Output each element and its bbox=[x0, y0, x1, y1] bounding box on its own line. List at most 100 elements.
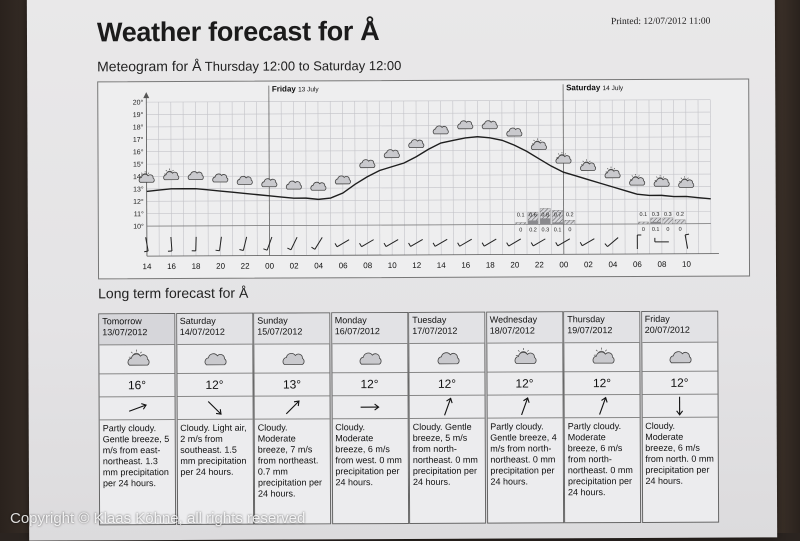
cloud-icon bbox=[433, 126, 448, 134]
cloud-icon bbox=[213, 174, 228, 182]
cloud-icon bbox=[580, 162, 595, 170]
wind-arrow bbox=[263, 236, 271, 251]
grid-vline bbox=[232, 102, 233, 256]
day-label: Saturday 14 July bbox=[566, 83, 624, 92]
forecast-day-date: 14/07/2012 bbox=[180, 327, 249, 338]
precip-label-min: 0 bbox=[679, 227, 682, 233]
forecast-temperature: 12° bbox=[487, 372, 562, 395]
printed-paper: Weather forecast for Å Printed: 12/07/20… bbox=[27, 0, 777, 541]
cloud-icon bbox=[286, 181, 301, 189]
forecast-description: Cloudy. Moderate breeze, 7 m/s from nort… bbox=[255, 419, 330, 502]
wind-arrow bbox=[482, 236, 496, 247]
wind-barb bbox=[458, 243, 460, 246]
copyright-watermark: Copyright © Klaas Köhne, all rights rese… bbox=[10, 510, 305, 527]
forecast-temperature: 12° bbox=[177, 374, 252, 397]
grid-vline bbox=[330, 101, 331, 255]
precip-max-bar bbox=[675, 220, 685, 224]
x-tick-label: 02 bbox=[584, 260, 593, 269]
sun-ray bbox=[583, 161, 584, 162]
grid-vline bbox=[649, 100, 650, 254]
forecast-day-name: Monday bbox=[335, 315, 404, 326]
partly-cloudy-icon bbox=[585, 345, 619, 369]
sun-ray bbox=[534, 140, 535, 141]
precip-label-max: 0.3 bbox=[652, 212, 660, 218]
precip-max-bar bbox=[663, 218, 673, 224]
grid-vline bbox=[575, 100, 576, 254]
precip-max-bar bbox=[565, 220, 575, 224]
weather-symbol bbox=[409, 140, 424, 148]
sun-ray bbox=[632, 176, 633, 177]
y-tick-label: 15° bbox=[133, 161, 144, 169]
sun-ray bbox=[527, 350, 528, 351]
weather-symbol bbox=[237, 176, 252, 184]
wind-direction-icon bbox=[587, 396, 617, 416]
weather-symbol bbox=[335, 176, 350, 184]
wind-barb bbox=[263, 249, 267, 250]
forecast-day-date: 18/07/2012 bbox=[490, 325, 559, 336]
precip-label-max: 0.8 bbox=[541, 212, 549, 218]
grid-vline bbox=[526, 100, 527, 254]
y-tick-label: 10° bbox=[133, 223, 144, 231]
precip-label-max: 0.1 bbox=[517, 212, 525, 218]
wind-arrow bbox=[384, 236, 398, 247]
cloud-icon bbox=[360, 353, 381, 364]
weather-symbol bbox=[213, 174, 228, 182]
x-tick-label: 04 bbox=[608, 260, 617, 269]
grid-vline bbox=[416, 101, 417, 255]
forecast-day-date: 15/07/2012 bbox=[257, 326, 326, 337]
cloud-icon bbox=[662, 345, 696, 369]
wind-barb bbox=[335, 243, 337, 246]
grid-vline bbox=[257, 102, 258, 256]
wind-barb bbox=[580, 242, 582, 245]
wind-barb bbox=[685, 234, 689, 235]
meteogram-heading: Meteogram for Å Thursday 12:00 to Saturd… bbox=[97, 57, 401, 74]
grid-vline bbox=[355, 101, 356, 255]
forecast-day-date: 13/07/2012 bbox=[102, 327, 171, 338]
grid-vline bbox=[404, 101, 405, 255]
sun-ray bbox=[638, 176, 639, 177]
grid-vline bbox=[367, 101, 368, 255]
forecast-description: Partly cloudy. Gentle breeze, 5 m/s from… bbox=[100, 420, 175, 492]
precip-label-max: 0.3 bbox=[664, 212, 672, 218]
wind-barb bbox=[507, 243, 509, 246]
wind-arrow bbox=[433, 236, 447, 247]
precip-label-min: 0.1 bbox=[652, 227, 660, 233]
forecast-wind-cell bbox=[410, 396, 485, 419]
precip-min-bar bbox=[552, 222, 562, 224]
grid-vline bbox=[477, 101, 478, 255]
precip-label-min: 0 bbox=[666, 227, 669, 233]
grid-vline bbox=[453, 101, 454, 255]
forecast-temperature: 12° bbox=[409, 373, 484, 396]
forecast-description: Partly cloudy. Moderate breeze, 6 m/s fr… bbox=[565, 418, 640, 501]
cloud-icon bbox=[630, 177, 645, 185]
wind-barb bbox=[144, 251, 148, 252]
sun-ray bbox=[681, 178, 682, 179]
wind-direction-icon bbox=[510, 396, 540, 416]
precip-label-min: 0 bbox=[642, 227, 645, 233]
cloud-icon bbox=[311, 182, 326, 190]
forecast-description: Partly cloudy. Gentle breeze, 4 m/s from… bbox=[487, 418, 562, 490]
x-tick-label: 16 bbox=[461, 261, 470, 270]
forecast-wind-cell bbox=[177, 397, 252, 420]
grid-vline bbox=[551, 100, 552, 254]
sun-ray bbox=[518, 350, 519, 351]
cloud-icon bbox=[188, 172, 203, 180]
x-tick-label: 22 bbox=[241, 262, 250, 271]
forecast-wind-cell bbox=[565, 395, 640, 418]
cloud-icon bbox=[482, 121, 497, 129]
forecast-day-date: 20/07/2012 bbox=[645, 325, 714, 336]
grid-vline bbox=[673, 100, 674, 254]
cloud-icon bbox=[679, 179, 694, 187]
forecast-icon-cell bbox=[564, 343, 639, 372]
forecast-temperature: 12° bbox=[332, 373, 407, 396]
cloud-icon bbox=[205, 354, 226, 365]
wind-direction-icon bbox=[200, 398, 230, 418]
sun-ray bbox=[589, 161, 590, 162]
x-tick-label: 18 bbox=[486, 261, 495, 270]
wind-barb bbox=[311, 247, 314, 249]
